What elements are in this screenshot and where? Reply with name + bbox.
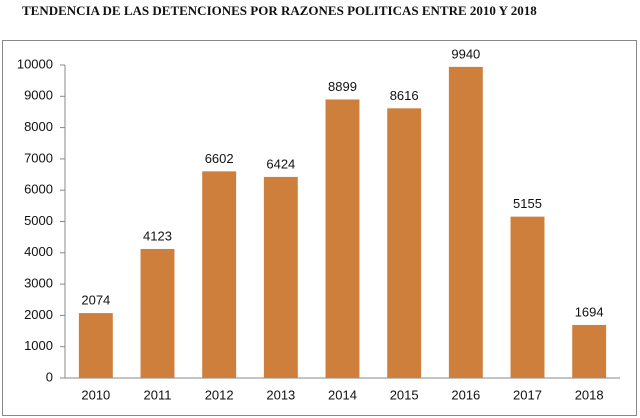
x-tick-label: 2014 [328,387,357,402]
data-label: 5155 [513,196,542,211]
y-tick-label: 6000 [24,182,53,197]
data-label: 6602 [205,151,234,166]
x-tick-label: 2016 [451,387,480,402]
bar [572,324,607,378]
x-tick-label: 2018 [575,387,604,402]
x-tick-label: 2015 [390,387,419,402]
data-label: 8616 [390,88,419,103]
x-tick-label: 2017 [513,387,542,402]
x-tick-label: 2011 [144,387,172,402]
data-label: 9940 [451,46,480,61]
chart-title: TENDENCIA DE LAS DETENCIONES POR RAZONES… [22,3,537,18]
data-label: 1694 [575,304,604,319]
bar [263,176,298,378]
y-tick-label: 0 [46,369,53,384]
bar [202,171,237,378]
bar [387,108,422,378]
data-label: 4123 [143,228,172,243]
y-tick-label: 8000 [24,119,53,134]
bar [140,248,175,378]
x-tick-label: 2012 [205,387,234,402]
bar [325,99,360,378]
data-label: 6424 [266,156,295,171]
y-tick-label: 4000 [24,244,53,259]
bar [448,66,483,379]
x-tick-label: 2010 [81,387,110,402]
y-tick-label: 9000 [24,88,53,103]
bar [78,313,113,378]
y-tick-label: 1000 [24,338,53,353]
x-tick-label: 2013 [266,387,295,402]
y-tick-label: 10000 [17,56,53,71]
y-tick-label: 7000 [24,150,53,165]
data-label: 8899 [328,79,357,94]
y-tick-label: 3000 [24,276,53,291]
y-tick-label: 5000 [24,213,53,228]
data-label: 2074 [81,293,110,308]
chart-frame [2,40,637,416]
bar [510,216,545,378]
y-tick-label: 2000 [24,307,53,322]
